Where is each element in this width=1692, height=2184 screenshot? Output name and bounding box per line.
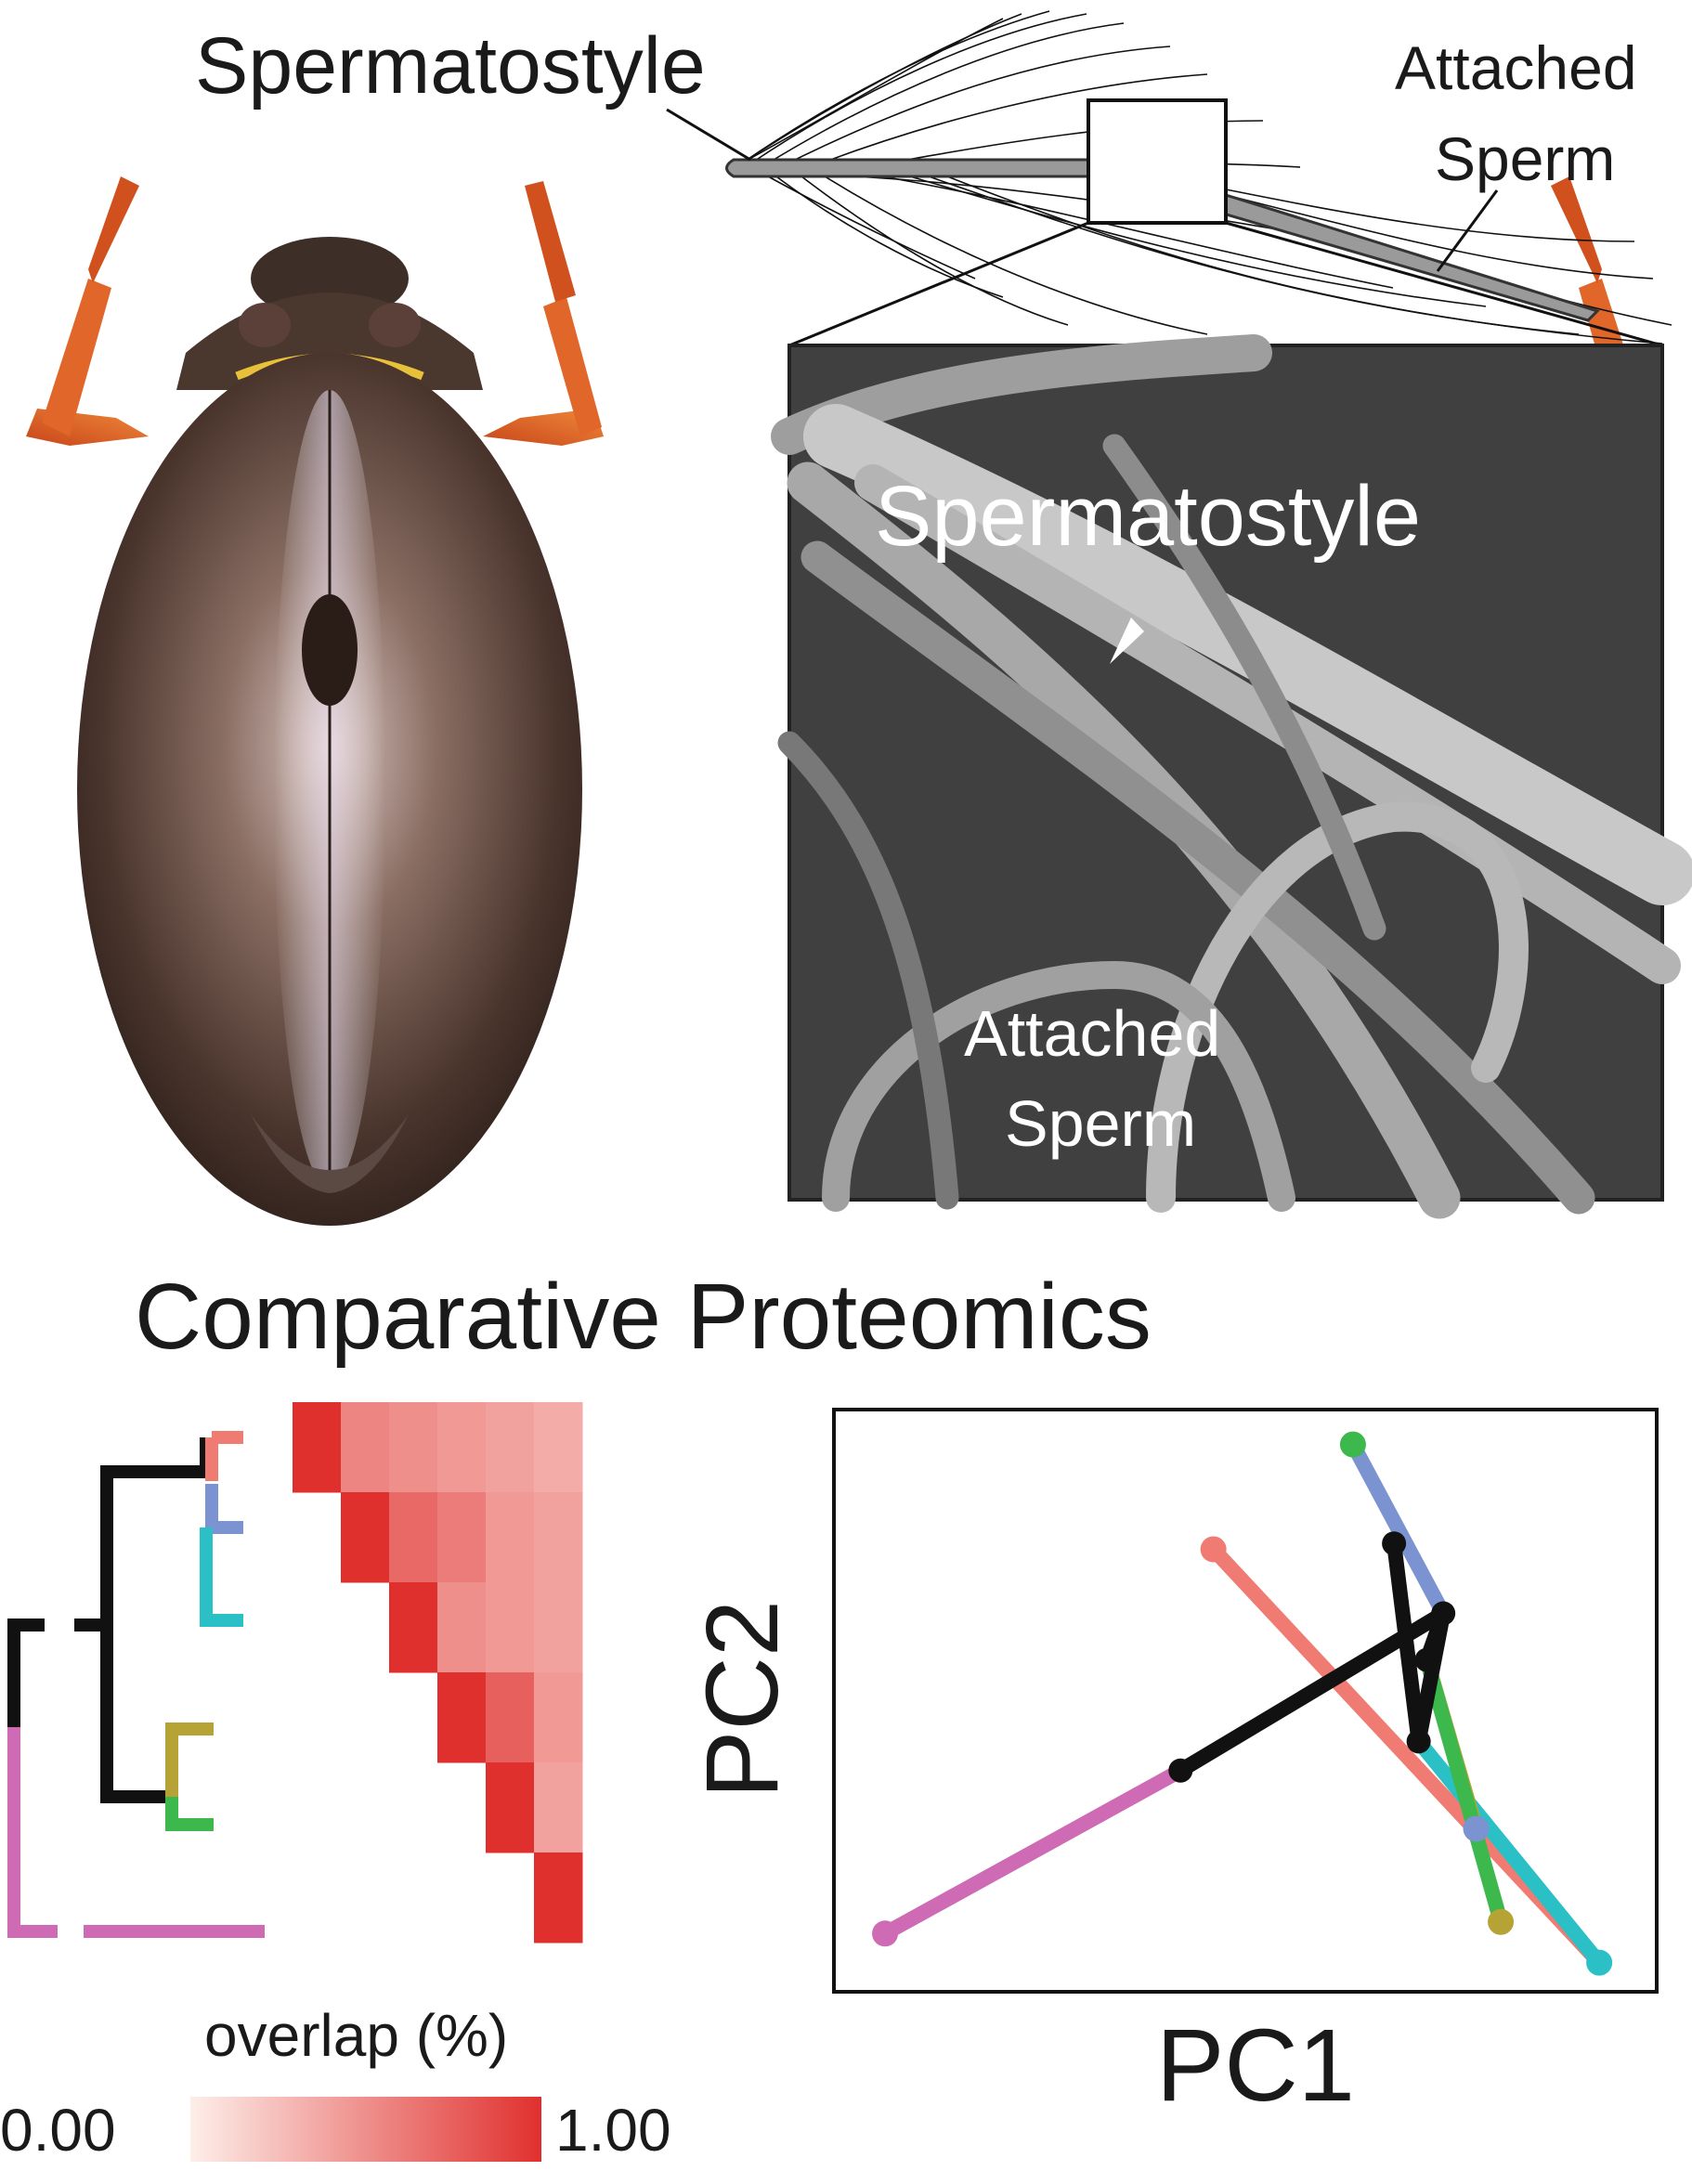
beetle-left-leg-femur: [26, 409, 149, 446]
heatmap-cell: [389, 1492, 438, 1583]
micrograph-arrowhead: [1110, 618, 1144, 664]
beetle-right-tarsus: [525, 181, 576, 302]
pca-internal-node: [1431, 1601, 1456, 1626]
micrograph-attached-sperm-line2: Sperm: [1005, 1087, 1197, 1160]
pca-branch-internal: [1386, 1536, 1426, 1749]
beetle-right-leg-tarsus: [1551, 176, 1602, 283]
spermatostyle-label: Spermatostyle: [195, 21, 706, 110]
pca-y-axis-label: PC2: [685, 1600, 800, 1799]
heatmap-cell: [534, 1402, 583, 1493]
colorbar-gradient: [190, 2097, 541, 2162]
pca-tip-point: [1339, 1431, 1366, 1458]
beetle-right-tibia: [543, 297, 602, 436]
pca-internal-node: [1414, 1647, 1439, 1672]
tree-branch-green: [165, 1797, 214, 1831]
colorbar-min-label: 0.00: [0, 2097, 116, 2164]
heatmap-cell: [534, 1582, 583, 1673]
heatmap-cell: [437, 1402, 487, 1493]
tree-lower-clade: [100, 1625, 172, 1803]
pca-tip-point: [1200, 1536, 1227, 1563]
heatmap-cell: [341, 1402, 390, 1493]
pca-internal-node: [1168, 1758, 1193, 1783]
overlap-heatmap: [293, 1402, 583, 1944]
tree-upper-clade: [100, 1465, 206, 1625]
heatmap-cell: [534, 1492, 583, 1583]
heatmap-cell: [437, 1672, 487, 1763]
pca-branch-cyan: [1411, 1734, 1607, 1970]
tree-branch-cyan: [200, 1528, 243, 1627]
zoom-line-left: [788, 221, 1089, 347]
heatmap-cell: [534, 1852, 583, 1944]
heatmap-cell: [486, 1582, 535, 1673]
pca-tip-point: [1488, 1908, 1515, 1935]
heatmap-cell: [534, 1672, 583, 1763]
pca-plot-frame: [832, 1408, 1659, 1994]
heatmap-cell: [486, 1492, 535, 1583]
heatmap-cell: [437, 1582, 487, 1673]
heatmap-cell: [293, 1402, 342, 1493]
heatmap-cell: [486, 1672, 535, 1763]
cladogram: [7, 1431, 265, 1938]
beetle-illustration: [26, 176, 1664, 1226]
zoom-box: [1087, 98, 1228, 225]
zoom-line-right: [1225, 221, 1663, 347]
pca-plot: [872, 1431, 1613, 1976]
tree-branch-magenta-a: [7, 1894, 58, 1938]
pca-internal-node: [1406, 1729, 1431, 1754]
micrograph-spermatostyle-label: Spermatostyle: [875, 469, 1422, 564]
heatmap-cell: [389, 1402, 438, 1493]
attached-sperm-label-line1: Attached: [1395, 33, 1637, 102]
pca-x-axis-label: PC1: [1156, 2008, 1355, 2123]
colorbar-title: overlap (%): [204, 2002, 509, 2069]
pca-tip-point: [1463, 1815, 1490, 1842]
pca-internal-node: [1382, 1531, 1407, 1556]
spermatostyle-pointer: [666, 108, 751, 162]
heatmap-cell: [341, 1492, 390, 1583]
tree-branch-blue: [205, 1484, 243, 1534]
beetle-left-leg-tarsus: [88, 176, 139, 283]
heatmap-cell: [486, 1762, 535, 1853]
heatmap-cell: [486, 1402, 535, 1493]
colorbar-max-label: 1.00: [555, 2097, 671, 2164]
heatmap-cell: [534, 1762, 583, 1853]
pca-branch-green: [1419, 1652, 1509, 1930]
heatmap-cell: [389, 1582, 438, 1673]
attached-sperm-label-line2: Sperm: [1435, 124, 1616, 193]
heatmap-cell: [437, 1492, 487, 1583]
micrograph-attached-sperm-line1: Attached: [964, 997, 1221, 1070]
attached-sperm-pointer: [1436, 189, 1499, 272]
section-title: Comparative Proteomics: [135, 1265, 1152, 1369]
pca-branch-magenta: [878, 1762, 1189, 1942]
micrograph-panel: [771, 334, 1692, 1219]
beetle-right-femur: [483, 409, 604, 446]
pca-tip-point: [1586, 1949, 1613, 1976]
tree-branch-olive: [165, 1722, 214, 1797]
beetle-left-leg-tibia: [42, 279, 111, 436]
pca-branch-blue: [1345, 1436, 1451, 1621]
pca-tip-point: [872, 1920, 899, 1947]
